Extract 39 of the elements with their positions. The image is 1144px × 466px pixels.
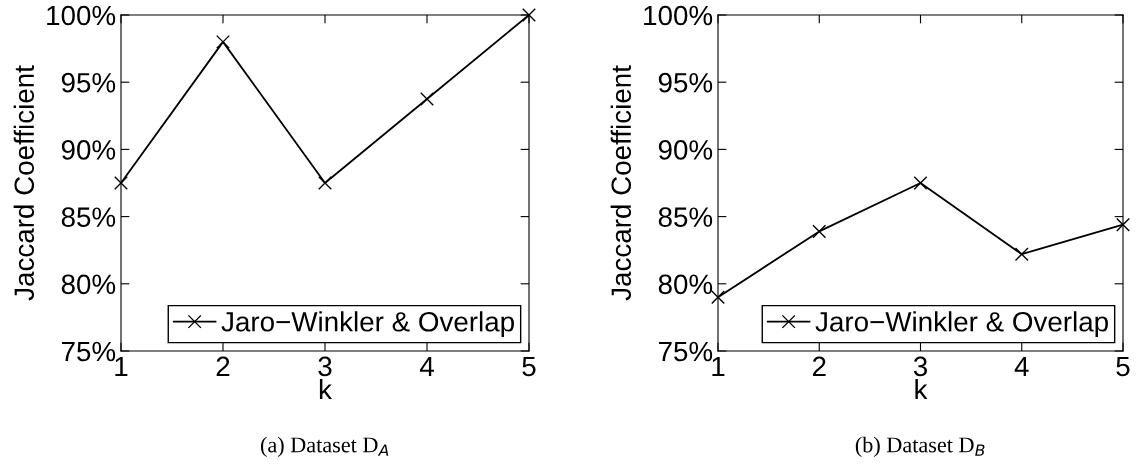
x-tick-label: 3 bbox=[913, 356, 927, 377]
point bbox=[318, 176, 332, 190]
point bbox=[216, 34, 230, 49]
point bbox=[420, 92, 434, 106]
point bbox=[812, 224, 827, 239]
legend-label: Jaro−Winkler & Overlap bbox=[815, 311, 1108, 338]
y-tick-label: 75% bbox=[61, 341, 116, 362]
y-tick-label: 100% bbox=[47, 5, 116, 26]
x-axis-title: k bbox=[915, 378, 928, 400]
y-tick-label: 80% bbox=[658, 274, 713, 295]
point bbox=[114, 176, 128, 190]
y-tick-label: 75% bbox=[658, 341, 713, 362]
x-tick-label: 1 bbox=[712, 356, 725, 376]
y-tick-label: 85% bbox=[658, 207, 713, 227]
point bbox=[1014, 247, 1029, 262]
y-tick-label: 100% bbox=[644, 5, 713, 26]
x-tick-label: 3 bbox=[318, 356, 332, 377]
y-tick-label: 85% bbox=[61, 207, 116, 227]
x-tick-label: 4 bbox=[419, 356, 434, 376]
point bbox=[1116, 217, 1130, 232]
x-tick-label: 4 bbox=[1014, 356, 1029, 376]
y-tick-label: 95% bbox=[61, 72, 116, 93]
y-axis-title: Jaccard Coefficient bbox=[13, 65, 35, 301]
x-tick-label: 1 bbox=[115, 356, 128, 376]
x-tick-label: 5 bbox=[1116, 356, 1130, 377]
x-tick-label: 5 bbox=[522, 356, 536, 377]
y-tick-label: 80% bbox=[61, 274, 116, 295]
text: (b) Dataset D$_{B}$ bbox=[855, 436, 985, 457]
x-axis-title: k bbox=[319, 378, 332, 400]
y-tick-label: 90% bbox=[658, 140, 713, 160]
y-tick-label: 90% bbox=[61, 140, 116, 160]
text: (a) Dataset D$_{A}$ bbox=[260, 436, 389, 457]
x-tick-label: 2 bbox=[812, 356, 826, 376]
x-tick-label: 2 bbox=[216, 356, 230, 376]
point bbox=[913, 176, 928, 190]
y-axis-title: Jaccard Coefficient bbox=[610, 65, 632, 301]
point bbox=[711, 290, 725, 305]
y-tick-label: 95% bbox=[658, 72, 713, 93]
legend-label: Jaro−Winkler & Overlap bbox=[221, 311, 514, 338]
